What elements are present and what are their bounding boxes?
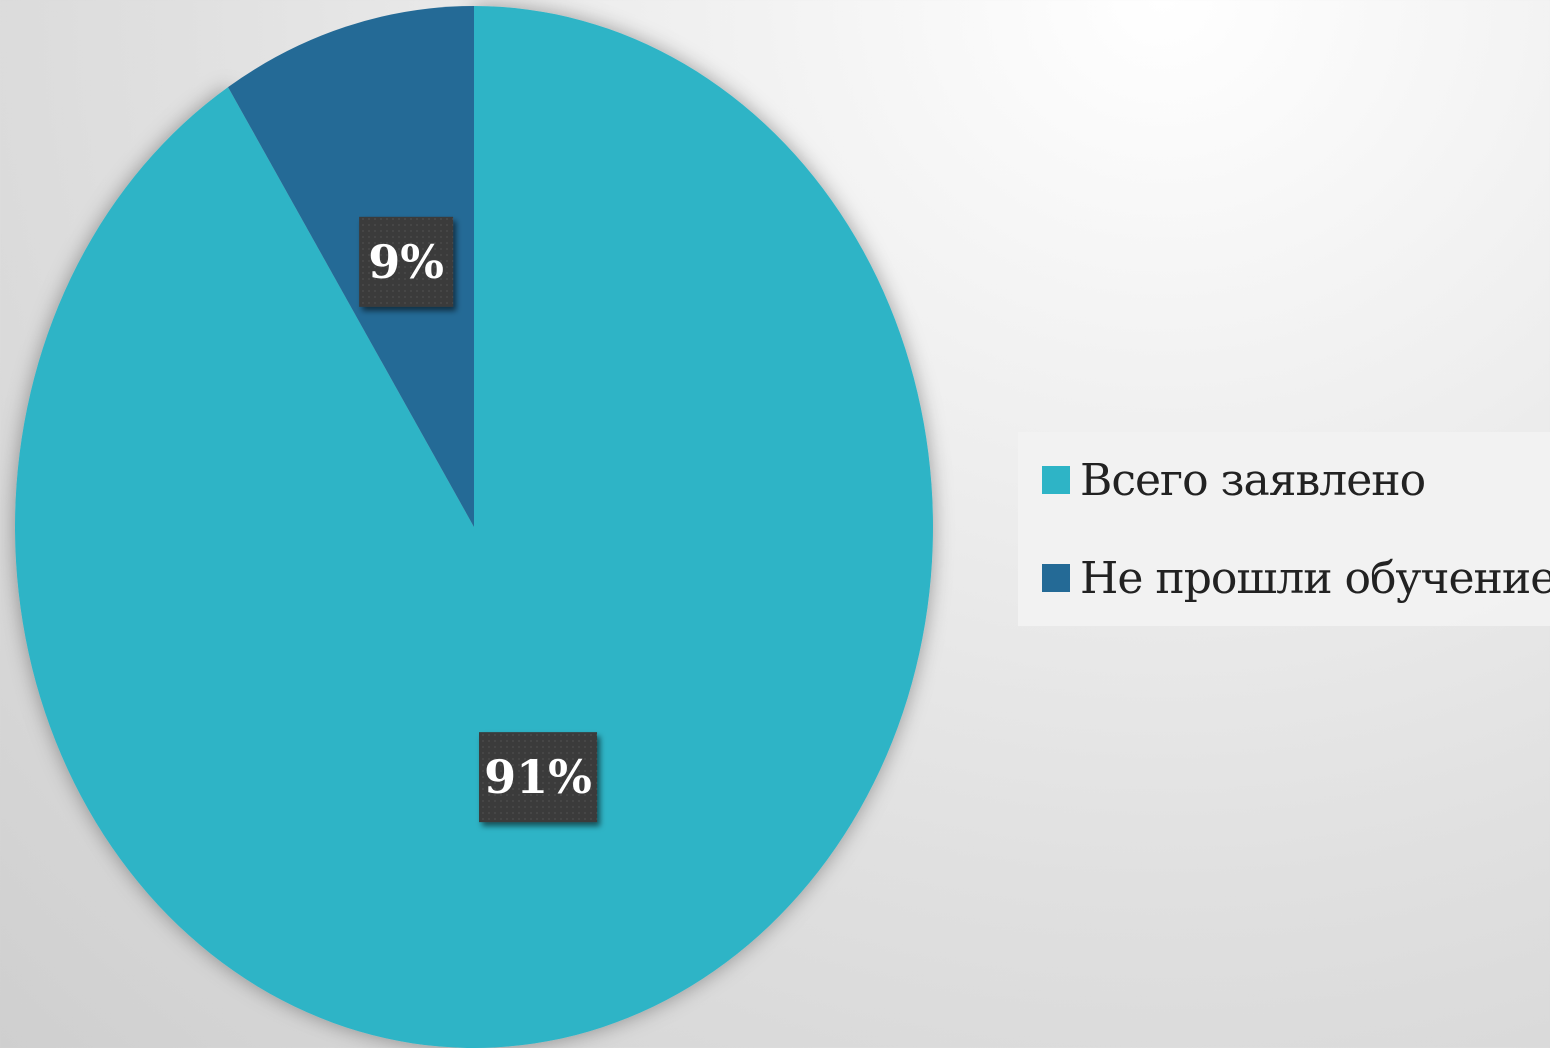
legend-item-ne-proshli-obuchenie[interactable]: Не прошли обучение bbox=[1042, 548, 1550, 608]
legend-label: Не прошли обучение bbox=[1080, 552, 1550, 604]
data-label-ne-proshli-obuchenie: 9% bbox=[359, 216, 454, 307]
data-label-text: 91% bbox=[484, 750, 592, 804]
pie-slices bbox=[15, 6, 934, 1048]
pie-data-labels: 91% 9% bbox=[359, 216, 598, 823]
pie-slice-ne-proshli-obuchenie[interactable] bbox=[228, 6, 474, 527]
data-label-box bbox=[479, 732, 598, 823]
data-label-vsego-zayavleno: 91% bbox=[479, 732, 598, 823]
data-label-text: 9% bbox=[368, 235, 444, 289]
chart-legend: Всего заявлено Не прошли обучение bbox=[1018, 432, 1550, 626]
data-label-box bbox=[359, 216, 454, 307]
legend-swatch bbox=[1042, 564, 1070, 592]
legend-swatch bbox=[1042, 466, 1070, 494]
legend-item-vsego-zayavleno[interactable]: Всего заявлено bbox=[1042, 450, 1426, 510]
legend-label: Всего заявлено bbox=[1080, 454, 1426, 506]
